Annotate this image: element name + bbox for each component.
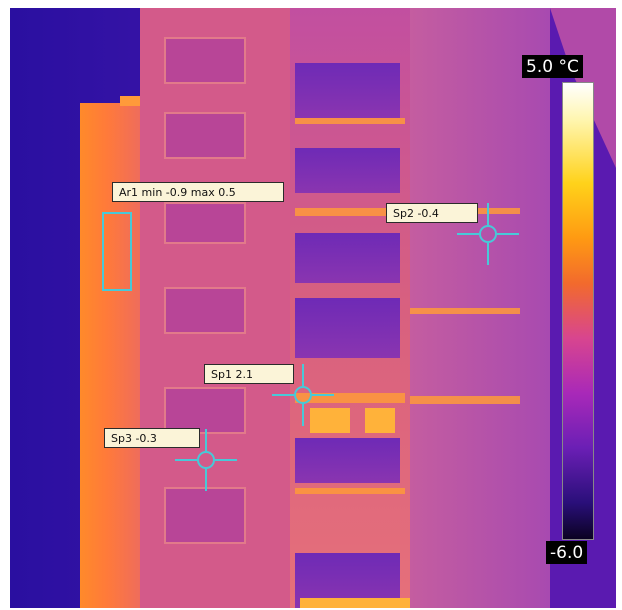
thermal-image: [10, 8, 616, 608]
spot-sp3-crosshair-icon[interactable]: [171, 425, 241, 495]
spot-sp3-label: Sp3 -0.3: [104, 428, 200, 448]
spot-sp2-label: Sp2 -0.4: [386, 203, 478, 223]
scale-min-label: -6.0: [546, 541, 588, 564]
scale-max-label: 5.0 °C: [522, 55, 583, 78]
area-ar1-label: Ar1 min -0.9 max 0.5: [112, 182, 284, 202]
spot-sp2-crosshair-icon[interactable]: [453, 199, 523, 269]
spot-sp1-crosshair-icon[interactable]: [268, 360, 338, 430]
spot-sp1-label: Sp1 2.1: [204, 364, 294, 384]
temperature-scale-bar: [562, 82, 594, 540]
thermal-scene: [10, 8, 616, 608]
area-ar1-rectangle[interactable]: [102, 212, 132, 291]
